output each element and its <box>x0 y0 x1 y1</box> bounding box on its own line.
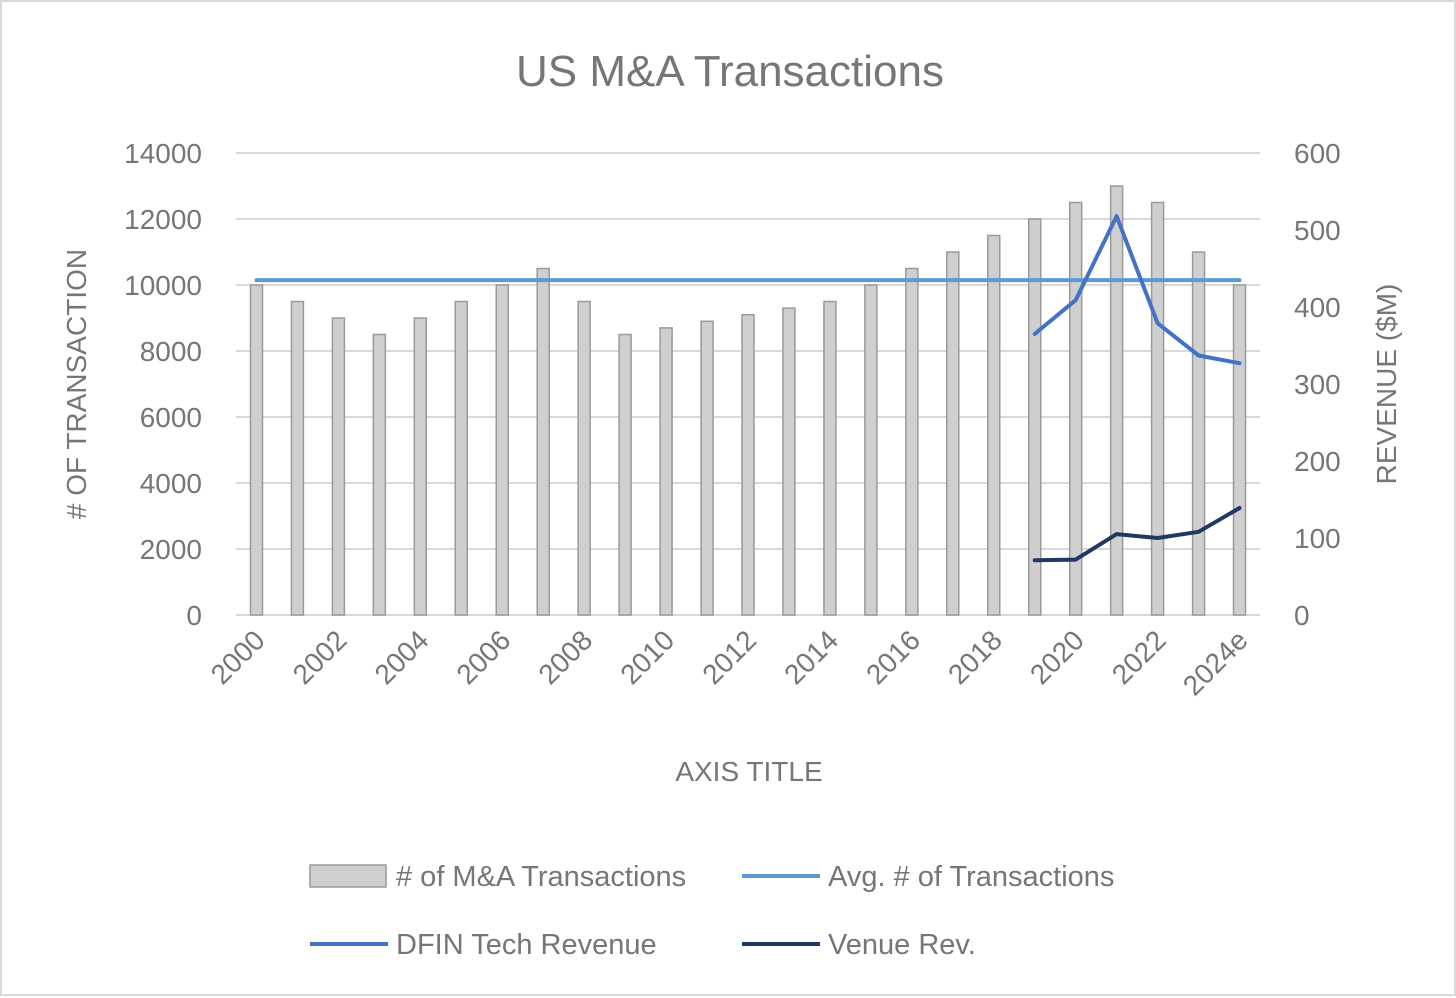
x-axis-ticks: 2000 2002 2004 2006 2008 2010 2012 2014 2016 2018… <box>205 624 1254 701</box>
x-tick-label: 2022 <box>1106 624 1172 690</box>
y2-axis-title: REVENUE ($M) <box>1371 284 1402 485</box>
y2-tick-label: 200 <box>1294 446 1341 477</box>
bar <box>987 234 1001 616</box>
y-tick-label: 2000 <box>140 534 202 565</box>
bar-series <box>249 185 1247 616</box>
bar <box>946 251 960 616</box>
y-axis-title: # OF TRANSACTION <box>61 249 92 519</box>
y-tick-label: 12000 <box>124 204 202 235</box>
bar <box>495 284 509 616</box>
bar <box>536 267 550 616</box>
legend-label: # of M&A Transactions <box>396 861 686 893</box>
y2-tick-label: 400 <box>1294 292 1341 323</box>
x-tick-label: 2012 <box>696 624 762 690</box>
line-series <box>254 214 1242 563</box>
bar <box>1232 284 1247 616</box>
x-tick-label: 2010 <box>614 624 680 690</box>
legend-swatch <box>309 864 387 888</box>
x-tick-label: 2008 <box>532 624 598 690</box>
y-tick-label: 8000 <box>140 336 202 367</box>
bar <box>1109 185 1124 616</box>
bar <box>823 300 837 616</box>
right-axis-ticks: 0 100 200 300 400 500 600 <box>1294 138 1341 631</box>
bar <box>782 307 796 616</box>
bar <box>741 313 755 616</box>
bar <box>1068 201 1083 616</box>
y2-tick-label: 0 <box>1294 600 1310 631</box>
bar <box>249 284 264 616</box>
x-tick-label: 2002 <box>287 624 353 690</box>
x-axis-title: AXIS TITLE <box>675 756 822 787</box>
legend-label: Venue Rev. <box>828 929 976 961</box>
bar <box>1027 218 1042 616</box>
y-tick-label: 4000 <box>140 468 202 499</box>
bar <box>659 327 673 616</box>
x-tick-label: 2000 <box>205 624 271 690</box>
bar <box>864 284 878 616</box>
series-line <box>1032 214 1242 366</box>
bar <box>290 300 305 616</box>
x-tick-label: 2014 <box>778 624 844 690</box>
legend-label: Avg. # of Transactions <box>828 861 1114 893</box>
series-line <box>1032 506 1242 563</box>
x-tick-label: 2016 <box>860 624 926 690</box>
bar <box>700 320 714 616</box>
x-tick-label: 2018 <box>942 624 1008 690</box>
left-axis-ticks: 0 2000 4000 6000 8000 10000 12000 14000 <box>124 138 202 631</box>
bar <box>372 333 387 616</box>
x-tick-label: 2004 <box>369 624 435 690</box>
legend-label: DFIN Tech Revenue <box>396 929 657 961</box>
bar <box>905 267 919 616</box>
y-tick-label: 14000 <box>124 138 202 169</box>
x-tick-label: 2024e <box>1177 624 1254 701</box>
y2-tick-label: 300 <box>1294 369 1341 400</box>
x-tick-label: 2020 <box>1024 624 1090 690</box>
y-tick-label: 10000 <box>124 270 202 301</box>
bar <box>577 300 591 616</box>
x-tick-label: 2006 <box>451 624 517 690</box>
chart-title: US M&A Transactions <box>516 47 944 96</box>
y2-tick-label: 100 <box>1294 523 1341 554</box>
y-tick-label: 6000 <box>140 402 202 433</box>
legend: # of M&A Transactions Avg. # of Transacti… <box>309 861 1114 961</box>
bar <box>618 333 632 616</box>
y-tick-label: 0 <box>186 600 202 631</box>
bar <box>454 300 469 616</box>
bar <box>1191 251 1206 616</box>
bar <box>413 317 428 616</box>
bar <box>1150 201 1165 616</box>
y2-tick-label: 500 <box>1294 215 1341 246</box>
y2-tick-label: 600 <box>1294 138 1341 169</box>
bar <box>331 317 346 616</box>
